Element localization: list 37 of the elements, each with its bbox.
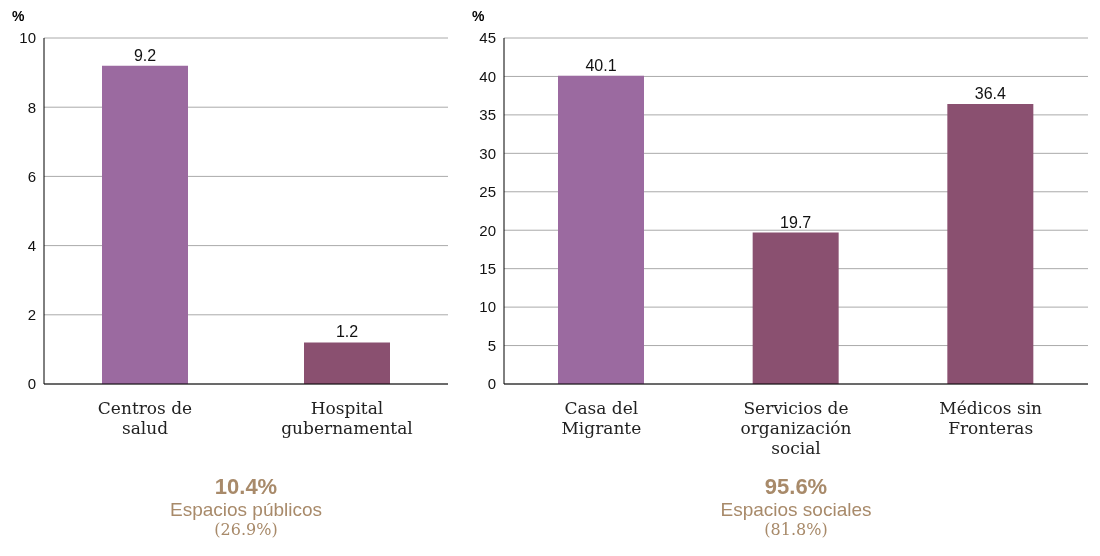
y-tick-label: 20 xyxy=(479,221,496,239)
x-tick-label: Servicios de organización social xyxy=(740,398,852,458)
text: (26.9%) xyxy=(213,520,279,540)
y-tick-label: 35 xyxy=(479,106,496,124)
bar xyxy=(947,104,1034,384)
y-tick-label: 40 xyxy=(479,67,496,85)
y-tick-label: 0 xyxy=(487,375,496,393)
y-tick-label: 2 xyxy=(27,306,36,324)
x-tick-label: Hospital gubernamental xyxy=(281,398,413,438)
text: (81.8%) xyxy=(763,520,829,540)
data-label: 40.1 xyxy=(585,56,617,74)
y-axis-title: % xyxy=(471,8,486,24)
data-label: 9.2 xyxy=(133,46,157,64)
y-tick-label: 8 xyxy=(27,98,36,116)
y-tick-label: 0 xyxy=(27,375,36,393)
text: 10.4% xyxy=(213,474,279,500)
y-tick-label: 30 xyxy=(479,144,496,162)
y-tick-label: 6 xyxy=(27,167,36,185)
y-tick-label: 5 xyxy=(487,336,496,354)
x-tick-label: Médicos sin Fronteras xyxy=(939,398,1043,438)
y-tick-label: 25 xyxy=(479,183,496,201)
text: Espacios sociales xyxy=(719,499,873,522)
text: 95.6% xyxy=(763,474,829,500)
x-tick-label: Centros de salud xyxy=(97,398,193,438)
data-label: 1.2 xyxy=(335,323,359,341)
y-tick-label: 15 xyxy=(479,259,496,277)
bar xyxy=(752,232,839,384)
data-label: 36.4 xyxy=(974,85,1007,103)
x-tick-label: Casa del Migrante xyxy=(561,398,642,438)
text: Espacios públicos xyxy=(168,499,324,522)
data-label: 19.7 xyxy=(780,213,812,231)
y-tick-label: 4 xyxy=(27,236,36,254)
y-tick-label: 45 xyxy=(479,29,496,47)
bar xyxy=(558,75,644,384)
y-axis-title: % xyxy=(11,8,26,24)
y-tick-label: 10 xyxy=(19,29,36,47)
y-tick-label: 10 xyxy=(479,298,496,316)
